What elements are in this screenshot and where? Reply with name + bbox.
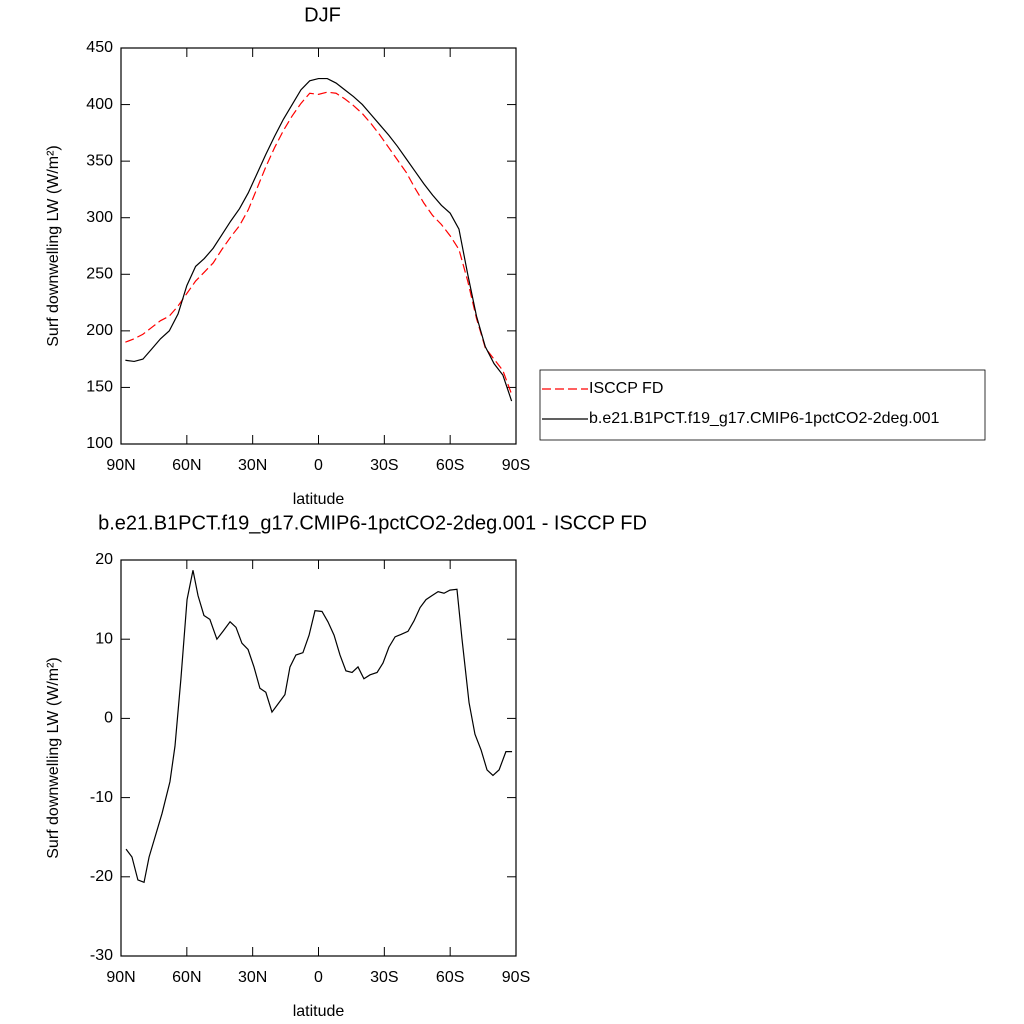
x-tick-label: 30N <box>238 969 267 986</box>
y-tick-label: -20 <box>90 868 113 885</box>
x-tick-label: 30S <box>370 457 398 474</box>
data-line <box>125 570 513 884</box>
plot-frame <box>120 559 517 957</box>
chart-title: b.e21.B1PCT.f19_g17.CMIP6-1pctCO2-2deg.0… <box>98 512 647 534</box>
y-tick-label: 300 <box>86 209 113 226</box>
y-tick-label: 250 <box>86 266 113 283</box>
x-tick-label: 30S <box>370 969 398 986</box>
x-tick-label: 90N <box>106 457 135 474</box>
x-tick-label: 90S <box>502 969 530 986</box>
x-tick-label: 0 <box>314 969 323 986</box>
x-tick-label: 30N <box>238 457 267 474</box>
y-tick-label: 10 <box>95 630 113 647</box>
data-line <box>125 77 513 402</box>
y-tick-label: 150 <box>86 379 113 396</box>
x-axis-label: latitude <box>293 1003 345 1020</box>
y-tick-label: 400 <box>86 96 113 113</box>
y-tick-label: 350 <box>86 152 113 169</box>
y-tick-label: 450 <box>86 39 113 56</box>
y-tick-label: -30 <box>90 947 113 964</box>
legend-label: b.e21.B1PCT.f19_g17.CMIP6-1pctCO2-2deg.0… <box>589 410 940 427</box>
y-tick-label: 200 <box>86 322 113 339</box>
x-tick-label: 60S <box>436 969 464 986</box>
chart-title: DJF <box>304 4 341 26</box>
data-line <box>125 91 513 395</box>
legend-label: ISCCP FD <box>589 380 663 397</box>
y-tick-label: 0 <box>104 710 113 727</box>
y-tick-label: -10 <box>90 789 113 806</box>
legend-box <box>539 369 986 441</box>
y-tick-label: 100 <box>86 435 113 452</box>
x-tick-label: 90S <box>502 457 530 474</box>
x-tick-label: 0 <box>314 457 323 474</box>
x-tick-label: 60N <box>172 969 201 986</box>
x-tick-label: 60S <box>436 457 464 474</box>
x-tick-label: 90N <box>106 969 135 986</box>
x-tick-label: 60N <box>172 457 201 474</box>
y-axis-label: Surf downwelling LW (W/m²) <box>45 657 62 859</box>
x-axis-label: latitude <box>293 491 345 508</box>
plot-frame <box>120 47 517 445</box>
y-tick-label: 20 <box>95 551 113 568</box>
y-axis-label: Surf downwelling LW (W/m²) <box>45 145 62 347</box>
